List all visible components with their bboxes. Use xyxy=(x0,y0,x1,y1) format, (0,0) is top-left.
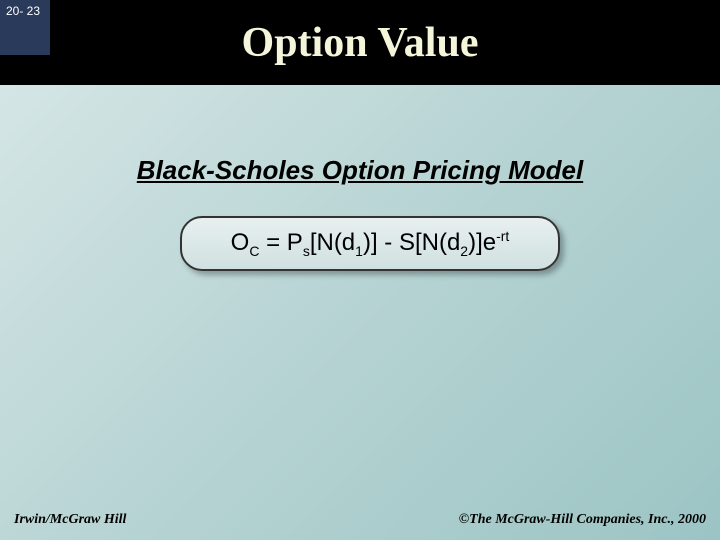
formula-part1: [N(d xyxy=(310,229,355,256)
formula: OC = Ps[N(d1)] - S[N(d2)]e-rt xyxy=(231,229,510,256)
subtitle: Black-Scholes Option Pricing Model xyxy=(80,155,640,186)
formula-box: OC = Ps[N(d1)] - S[N(d2)]e-rt xyxy=(180,216,560,271)
slide-number-box: 20- 23 xyxy=(0,0,50,55)
footer-right: ©The McGraw-Hill Companies, Inc., 2000 xyxy=(459,512,706,528)
formula-d1: 1 xyxy=(355,243,363,259)
header-bar: 20- 23 Option Value xyxy=(0,0,720,85)
slide-title: Option Value xyxy=(242,19,479,67)
slide-number: 20- 23 xyxy=(6,4,40,18)
formula-d2: 2 xyxy=(460,243,468,259)
formula-lhs-sub: C xyxy=(249,243,259,259)
content-area: Black-Scholes Option Pricing Model OC = … xyxy=(0,85,720,271)
formula-part2: )] - S[N(d xyxy=(363,229,460,256)
formula-part3: )]e xyxy=(468,229,496,256)
footer: Irwin/McGraw Hill ©The McGraw-Hill Compa… xyxy=(0,512,720,528)
formula-p-sub: s xyxy=(303,243,310,259)
footer-left: Irwin/McGraw Hill xyxy=(14,512,126,528)
formula-exp: -rt xyxy=(496,228,509,244)
formula-lhs-var: O xyxy=(231,229,250,256)
formula-eq: = P xyxy=(259,229,302,256)
